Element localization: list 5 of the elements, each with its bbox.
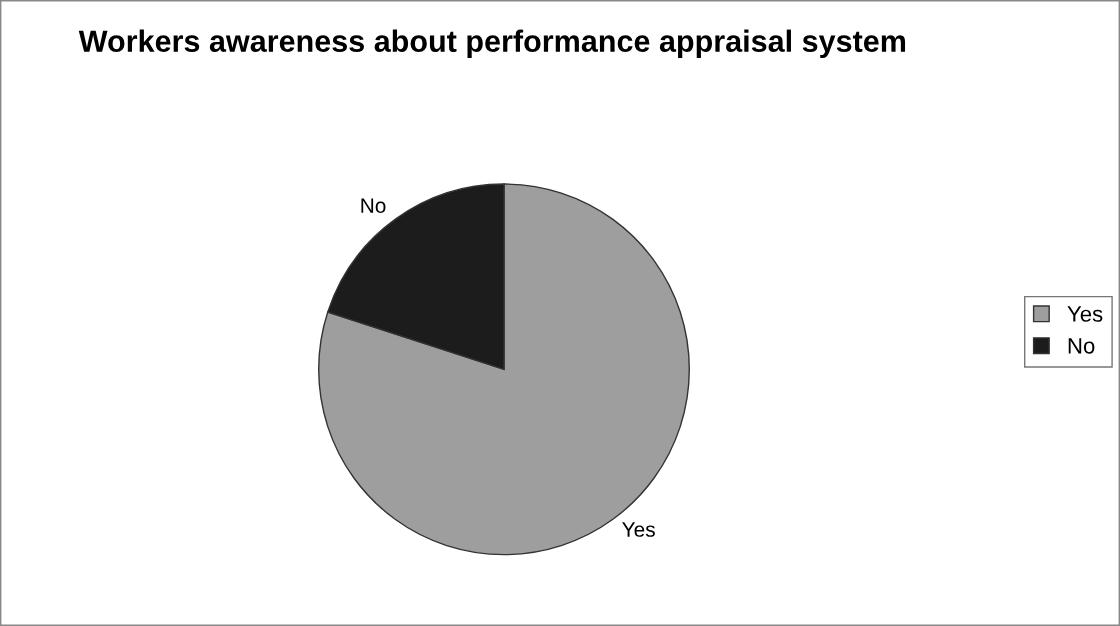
legend-label: Yes (1067, 306, 1103, 322)
slice-label: Yes (622, 522, 655, 537)
slice-label: No (361, 198, 386, 214)
legend-label: No (1068, 338, 1095, 354)
chart-title: Workers awareness about performance appraisal system (78, 29, 906, 59)
